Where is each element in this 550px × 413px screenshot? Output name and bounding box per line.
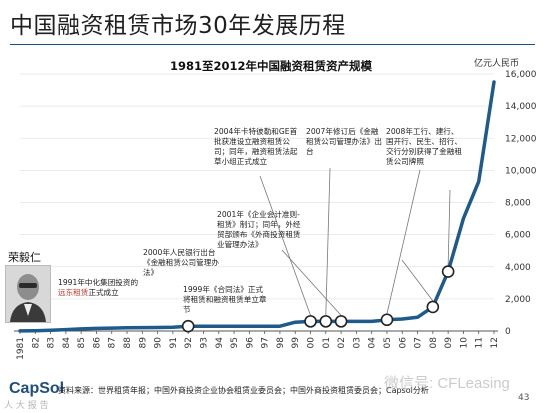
x-tick-label: 00 [307, 337, 317, 349]
y-tick-label: 6,000 [505, 231, 531, 241]
x-tick-label: 98 [276, 337, 286, 349]
x-tick-label: 07 [414, 337, 424, 348]
data-point-marker [380, 313, 394, 327]
x-tick-label: 1981 [16, 337, 26, 360]
x-tick-label: 85 [77, 337, 87, 348]
data-point-marker [304, 315, 317, 328]
x-tick-label: 10 [459, 337, 469, 349]
x-tick-label: 91 [169, 337, 179, 348]
leader-line [281, 249, 342, 316]
data-point-marker [426, 300, 440, 314]
data-point-marker [441, 265, 455, 278]
annotation-1991-post: 正式成立 [88, 288, 119, 297]
x-tick-label: 96 [245, 337, 255, 349]
x-tick-label: 02 [337, 337, 347, 348]
data-point-marker [181, 319, 195, 333]
y-tick-label: 16,000 [505, 70, 537, 80]
capsol-logo: CapSol [9, 380, 65, 397]
annotation-2004: 2004年卡特彼勒和GE首批获准设立融资租赁公司；同年，融资租赁法起草小组正式成… [214, 127, 298, 166]
x-tick-label: 82 [31, 337, 41, 348]
page-title: 中国融资租赁市场30年发展历程 [10, 13, 346, 39]
series-line [18, 80, 496, 333]
leader-line [401, 259, 434, 302]
data-point-marker [334, 315, 348, 328]
y-tick-label: 0 [505, 327, 511, 337]
annotation-1991: 1991年中化集团投资的远东租赁正式成立 [58, 278, 142, 298]
x-tick-label: 86 [92, 337, 102, 349]
x-tick-label: 93 [199, 337, 209, 348]
x-tick-label: 90 [154, 337, 164, 349]
person-photo [5, 265, 51, 323]
annotation-1991-highlight: 远东租赁 [58, 288, 89, 297]
x-tick-label: 94 [215, 337, 225, 349]
leader-line [259, 175, 311, 316]
y-tick-label: 2,000 [505, 295, 531, 305]
annotation-2000: 2000年人民银行出台《金融租赁公司管理办法》 [143, 248, 219, 277]
x-tick-label: 88 [123, 337, 133, 349]
leader-line [325, 167, 331, 316]
watermark-left: 人 大 报 告 [4, 401, 49, 411]
page-number: 43 [518, 393, 530, 403]
x-tick-label: 03 [352, 337, 362, 348]
person-name: 荣毅仁 [8, 251, 41, 264]
title-divider [10, 44, 535, 45]
x-tick-label: 11 [475, 337, 485, 348]
y-tick-label: 10,000 [505, 166, 537, 176]
annotation-2008: 2008年工行、建行、国开行、民生、招行、交行分别获得了金融租赁公司牌照 [386, 127, 462, 166]
x-tick-label: 95 [230, 337, 240, 348]
annotation-1991-pre: 1991年中化集团投资的 [58, 278, 139, 287]
x-tick-label: 83 [47, 337, 57, 348]
person-portrait-icon [6, 266, 50, 322]
x-tick-label: 92 [184, 337, 194, 348]
annotation-2007: 2007年修订后《金融租赁公司管理办法》出台 [306, 127, 382, 156]
leader-line [386, 169, 421, 314]
annotation-2001: 2001年《企业会计准则-租赁》制订；同年，外经贸部颁布《外商投资租赁业管理办法… [217, 210, 301, 249]
annotation-1999: 1999年《合同法》正式将租赁和融资租赁单立章节 [183, 285, 267, 314]
x-tick-label: 97 [261, 337, 271, 348]
leader-line [447, 189, 451, 266]
x-tick-label: 87 [108, 337, 118, 348]
x-tick-label: 01 [322, 337, 332, 348]
source-note: 资料来源：世界租赁年报；中国外商投资企业协会租赁业委员会；中国外商投资租赁委员会… [58, 386, 429, 395]
y-tick-label: 12,000 [505, 134, 537, 144]
x-tick-label: 05 [383, 337, 393, 348]
x-tick-label: 08 [429, 337, 439, 349]
x-tick-label: 06 [398, 337, 408, 349]
data-point-marker [319, 315, 333, 328]
chart-title: 1981至2012年中国融资租赁资产规模 [170, 59, 373, 73]
x-tick-label: 12 [490, 337, 500, 348]
x-tick-label: 89 [138, 337, 148, 349]
x-tick-label: 09 [444, 337, 454, 349]
y-tick-label: 4,000 [505, 263, 531, 273]
watermark: 微信号: CFLeasing [384, 375, 510, 392]
y-tick-label: 14,000 [505, 102, 537, 112]
y-axis-unit: 亿元人民币 [474, 59, 520, 69]
x-tick-label: 99 [291, 337, 301, 349]
x-tick-label: 04 [368, 337, 378, 349]
x-tick-label: 84 [62, 337, 72, 349]
y-tick-label: 8,000 [505, 199, 531, 209]
